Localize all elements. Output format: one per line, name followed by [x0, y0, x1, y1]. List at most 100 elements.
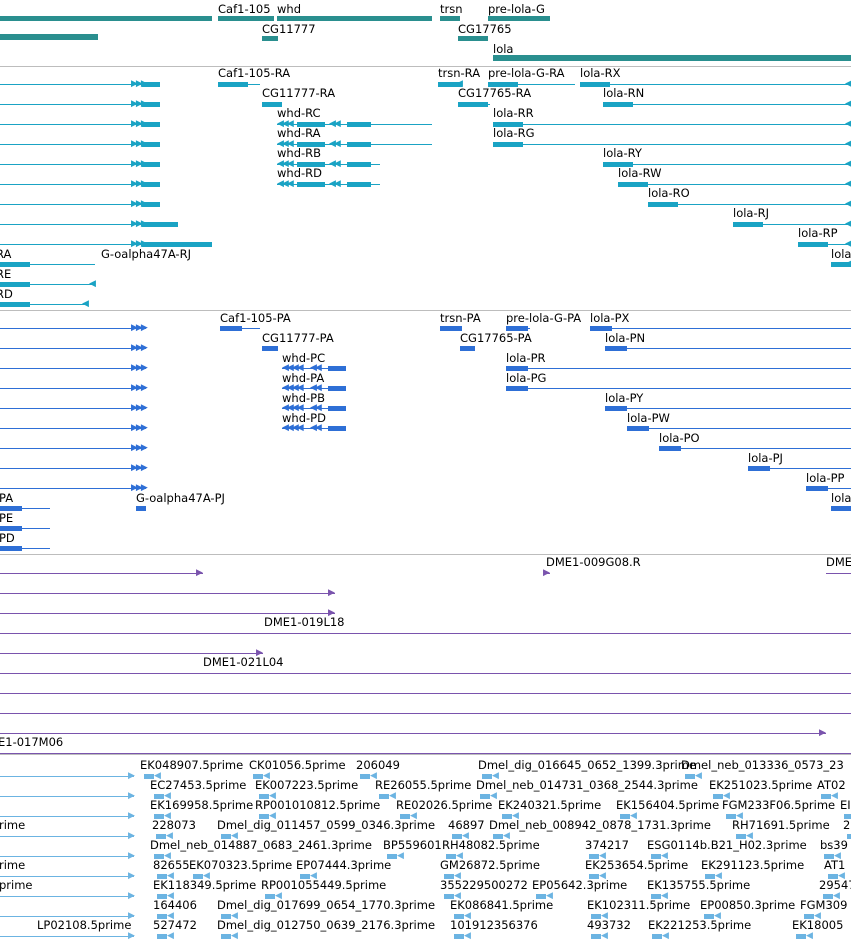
feature-line[interactable]	[603, 164, 851, 165]
feature-line[interactable]	[0, 753, 851, 754]
feature-line[interactable]	[0, 776, 134, 777]
feature-block[interactable]	[142, 82, 160, 87]
feature-line[interactable]	[0, 488, 146, 489]
feature-line[interactable]	[0, 528, 50, 529]
feature-block[interactable]	[221, 934, 231, 939]
feature-block[interactable]	[823, 894, 833, 899]
feature-block[interactable]	[259, 814, 269, 819]
feature-block[interactable]	[831, 506, 851, 511]
feature-block[interactable]	[590, 326, 612, 331]
feature-block[interactable]	[648, 202, 678, 207]
feature-line[interactable]	[488, 84, 575, 85]
feature-block[interactable]	[651, 894, 661, 899]
feature-line[interactable]	[627, 428, 851, 429]
feature-block[interactable]	[265, 894, 275, 899]
feature-line[interactable]	[806, 488, 851, 489]
feature-block[interactable]	[454, 914, 464, 919]
feature-block[interactable]	[733, 222, 763, 227]
feature-block[interactable]	[627, 426, 649, 431]
feature-line[interactable]	[0, 244, 212, 245]
feature-block[interactable]	[277, 16, 432, 21]
feature-line[interactable]	[605, 408, 851, 409]
feature-line[interactable]	[0, 448, 146, 449]
feature-line[interactable]	[0, 284, 95, 285]
feature-block[interactable]	[506, 326, 528, 331]
feature-block[interactable]	[157, 914, 167, 919]
feature-block[interactable]	[651, 854, 661, 859]
feature-block[interactable]	[0, 262, 30, 267]
feature-block[interactable]	[297, 182, 325, 187]
feature-block[interactable]	[157, 934, 167, 939]
feature-block[interactable]	[379, 794, 389, 799]
feature-block[interactable]	[262, 346, 278, 351]
feature-block[interactable]	[652, 934, 662, 939]
feature-block[interactable]	[347, 182, 371, 187]
feature-line[interactable]	[0, 144, 160, 145]
feature-block[interactable]	[480, 794, 490, 799]
feature-block[interactable]	[705, 874, 715, 879]
feature-block[interactable]	[506, 386, 528, 391]
feature-block[interactable]	[440, 16, 460, 21]
feature-line[interactable]	[0, 836, 134, 837]
feature-line[interactable]	[603, 104, 851, 105]
feature-block[interactable]	[493, 122, 523, 127]
feature-block[interactable]	[218, 16, 274, 21]
feature-line[interactable]	[618, 184, 851, 185]
feature-block[interactable]	[297, 122, 325, 127]
feature-block[interactable]	[804, 914, 814, 919]
feature-block[interactable]	[142, 142, 160, 147]
feature-block[interactable]	[0, 282, 30, 287]
feature-block[interactable]	[591, 934, 601, 939]
feature-line[interactable]	[0, 388, 146, 389]
feature-block[interactable]	[726, 814, 736, 819]
feature-line[interactable]	[493, 144, 851, 145]
feature-block[interactable]	[328, 426, 346, 431]
feature-block[interactable]	[824, 854, 834, 859]
feature-line[interactable]	[659, 448, 851, 449]
feature-block[interactable]	[142, 242, 212, 247]
feature-line[interactable]	[282, 388, 346, 389]
feature-block[interactable]	[589, 854, 599, 859]
feature-block[interactable]	[454, 934, 464, 939]
feature-block[interactable]	[0, 526, 22, 531]
feature-block[interactable]	[831, 262, 851, 267]
feature-line[interactable]	[0, 816, 134, 817]
feature-line[interactable]	[506, 388, 851, 389]
feature-block[interactable]	[452, 834, 462, 839]
feature-block[interactable]	[458, 36, 488, 41]
feature-block[interactable]	[493, 834, 503, 839]
feature-line[interactable]	[0, 468, 146, 469]
feature-line[interactable]	[648, 204, 851, 205]
feature-block[interactable]	[400, 814, 410, 819]
feature-block[interactable]	[502, 814, 512, 819]
feature-block[interactable]	[142, 122, 160, 127]
feature-block[interactable]	[347, 162, 371, 167]
feature-block[interactable]	[328, 406, 346, 411]
feature-block[interactable]	[796, 934, 806, 939]
feature-block[interactable]	[347, 122, 371, 127]
feature-block[interactable]	[618, 182, 648, 187]
feature-block[interactable]	[300, 874, 310, 879]
feature-line[interactable]	[748, 468, 851, 469]
feature-block[interactable]	[0, 16, 212, 21]
feature-block[interactable]	[488, 82, 518, 87]
feature-block[interactable]	[347, 142, 371, 147]
feature-block[interactable]	[444, 894, 454, 899]
feature-line[interactable]	[605, 348, 851, 349]
feature-line[interactable]	[580, 84, 851, 85]
feature-line[interactable]	[0, 124, 160, 125]
feature-block[interactable]	[438, 82, 462, 87]
feature-line[interactable]	[0, 328, 146, 329]
feature-block[interactable]	[297, 162, 325, 167]
feature-line[interactable]	[0, 896, 134, 897]
feature-block[interactable]	[798, 242, 828, 247]
feature-block[interactable]	[605, 346, 627, 351]
feature-line[interactable]	[0, 733, 826, 734]
feature-line[interactable]	[0, 104, 160, 105]
feature-line[interactable]	[0, 348, 146, 349]
feature-line[interactable]	[282, 408, 346, 409]
feature-line[interactable]	[0, 224, 178, 225]
feature-block[interactable]	[460, 346, 475, 351]
feature-line[interactable]	[282, 428, 346, 429]
feature-line[interactable]	[0, 653, 263, 654]
